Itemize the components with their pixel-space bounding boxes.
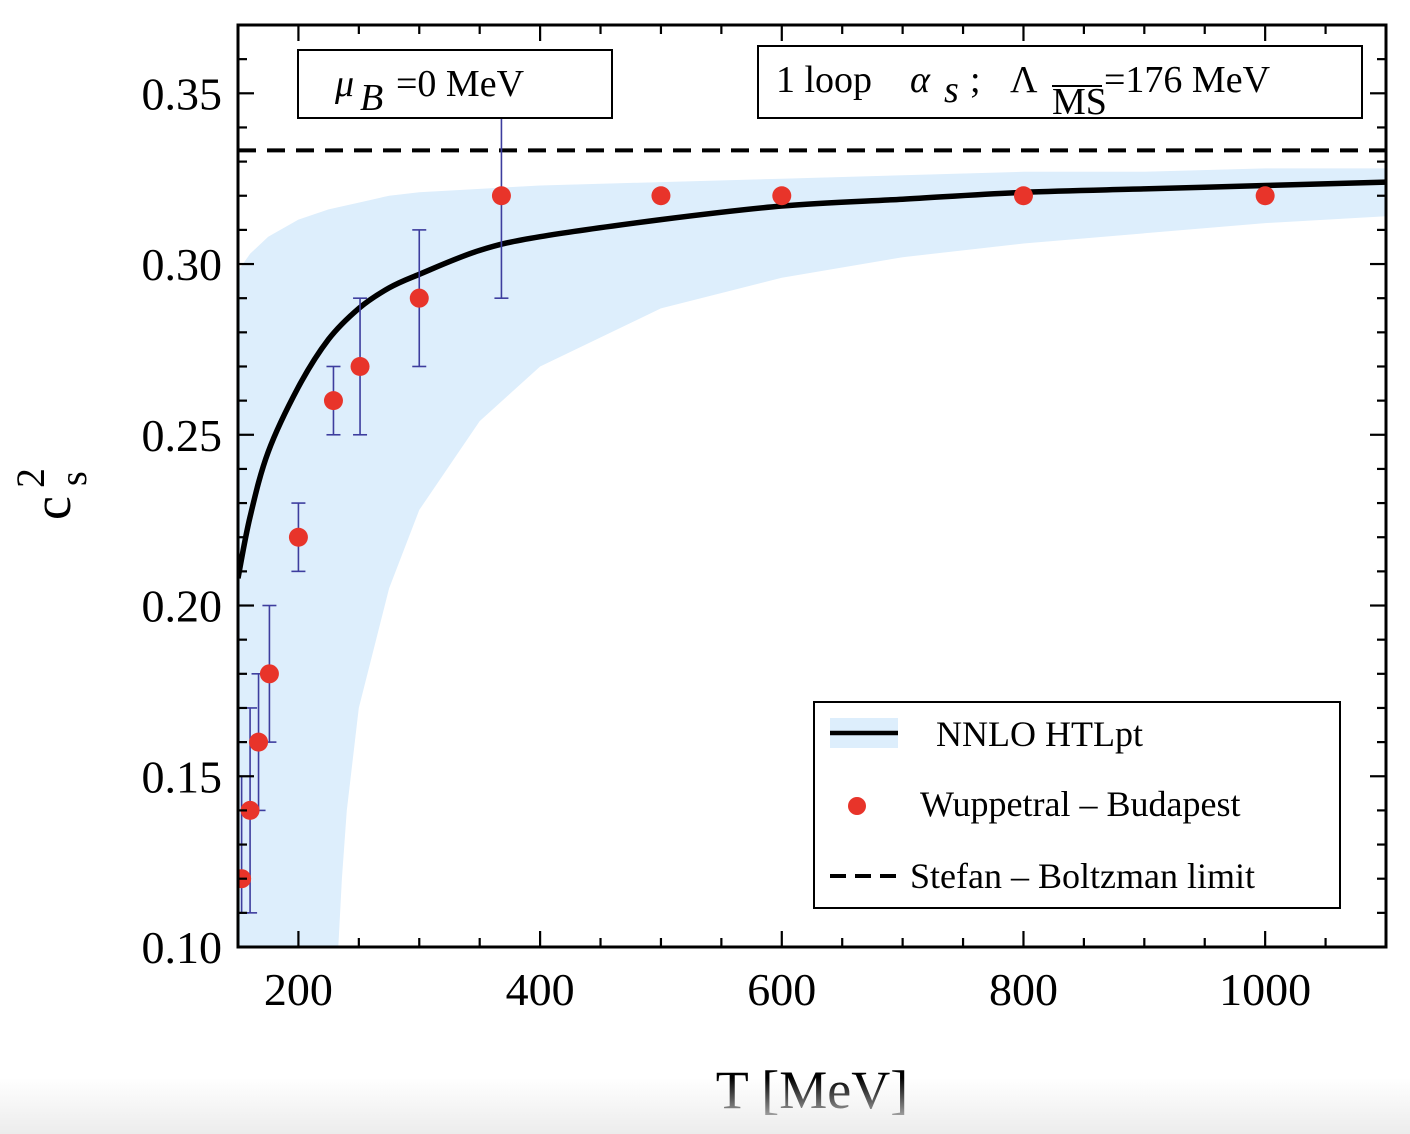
svg-text:c: c xyxy=(22,496,82,520)
data-point xyxy=(249,732,269,752)
alpha-subscript: s xyxy=(944,69,959,111)
coupling-annotation: 1 loop α s ; Λ MS =176 MeV xyxy=(757,45,1363,123)
y-tick-label: 0.30 xyxy=(142,239,223,290)
mu-subscript: B xyxy=(360,77,383,119)
htlpt-central-curve xyxy=(238,179,1386,579)
htlpt-uncertainty-band xyxy=(238,168,1386,947)
coupling-annotation-box xyxy=(757,45,1363,119)
y-tick-label: 0.35 xyxy=(142,68,223,119)
mu-symbol: μ xyxy=(334,63,354,105)
x-tick-label: 1000 xyxy=(1219,964,1311,1015)
lambda-subscript: MS xyxy=(1052,81,1107,123)
bottom-shade xyxy=(0,1078,1410,1134)
y-tick-label: 0.15 xyxy=(142,751,223,802)
mu-b-annotation: μ B =0 MeV xyxy=(297,49,613,119)
data-point xyxy=(1013,186,1033,206)
mu-b-annotation-box xyxy=(297,49,613,119)
coupling-separator: ; xyxy=(970,59,981,101)
x-tick-label: 600 xyxy=(747,964,816,1015)
data-point xyxy=(240,800,260,820)
coupling-prefix: 1 loop xyxy=(776,59,872,101)
data-point xyxy=(1255,186,1275,206)
x-tick-label: 400 xyxy=(506,964,575,1015)
data-point xyxy=(491,186,511,206)
y-axis-title: c 2 s xyxy=(8,468,95,520)
mu-value: =0 MeV xyxy=(396,63,525,105)
legend-box xyxy=(813,701,1341,909)
legend-label-wuppertal: Wuppetral – Budapest xyxy=(920,784,1240,824)
y-tick-label: 0.25 xyxy=(142,410,223,461)
legend-label-htlpt: NNLO HTLpt xyxy=(936,714,1143,754)
legend-label-stefan-boltzmann: Stefan – Boltzman limit xyxy=(910,856,1255,896)
data-point xyxy=(772,186,792,206)
lambda-value: =176 MeV xyxy=(1104,59,1271,101)
data-point xyxy=(288,527,308,547)
legend-swatch-point xyxy=(848,797,866,815)
data-point xyxy=(409,288,429,308)
y-tick-label: 0.10 xyxy=(142,922,223,973)
x-tick-label: 800 xyxy=(989,964,1058,1015)
data-point xyxy=(651,186,671,206)
y-axis-title-base: c xyxy=(22,496,82,520)
y-axis-title-subscript: s xyxy=(53,471,95,486)
plot-frame xyxy=(236,23,1388,949)
legend: NNLO HTLpt Wuppetral – Budapest Stefan –… xyxy=(813,701,1341,909)
y-axis-title-superscript: 2 xyxy=(8,468,53,488)
data-point xyxy=(259,664,279,684)
y-tick-label: 0.20 xyxy=(142,581,223,632)
alpha-symbol: α xyxy=(910,59,931,101)
x-tick-label: 200 xyxy=(264,964,333,1015)
lambda-symbol: Λ xyxy=(1010,59,1038,101)
data-point xyxy=(323,391,343,411)
data-point xyxy=(350,356,370,376)
